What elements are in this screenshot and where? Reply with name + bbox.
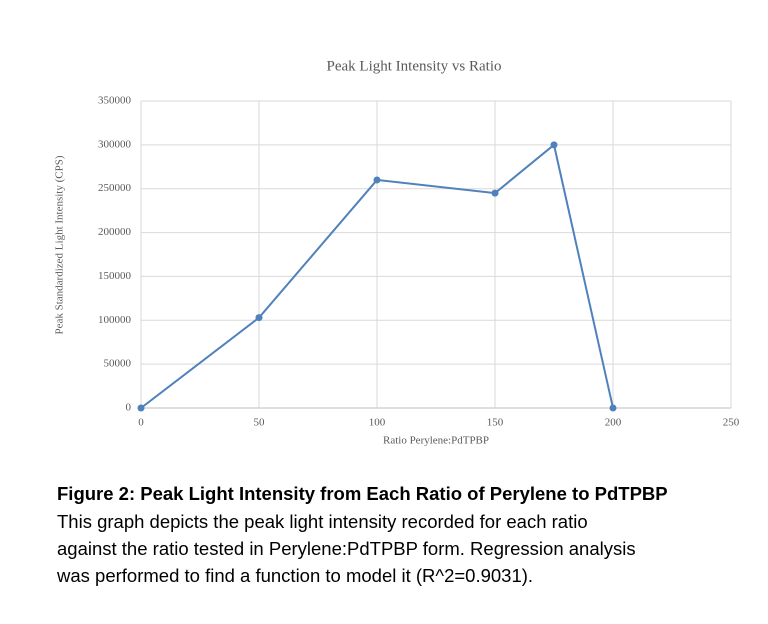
x-tick-label: 0: [138, 417, 144, 429]
x-tick-label: 250: [723, 417, 740, 429]
y-tick-label: 150000: [98, 270, 132, 282]
y-tick-label: 250000: [98, 182, 132, 194]
y-axis-label: Peak Standardized Light Intensity (CPS): [54, 155, 66, 334]
chart: Peak Light Intensity vs Ratio Ratio Pery…: [54, 58, 740, 447]
caption-line: was performed to find a function to mode…: [57, 565, 534, 586]
x-tick-label: 150: [487, 417, 504, 429]
x-axis-label: Ratio Perylene:PdTPBP: [383, 435, 489, 447]
x-tick-label: 100: [369, 417, 386, 429]
x-tick-label: 200: [605, 417, 622, 429]
data-point: [609, 404, 617, 412]
y-tick-label: 0: [126, 402, 132, 414]
data-point: [550, 141, 558, 149]
chart-title: Peak Light Intensity vs Ratio: [327, 58, 502, 74]
caption-line: This graph depicts the peak light intens…: [57, 511, 588, 532]
caption-line: against the ratio tested in Perylene:PdT…: [57, 538, 636, 559]
y-tick-label: 200000: [98, 226, 132, 238]
data-point: [373, 176, 381, 184]
data-line: [140, 143, 614, 409]
y-tick-label: 100000: [98, 314, 132, 326]
y-tick-label: 350000: [98, 95, 132, 107]
data-point: [491, 189, 499, 197]
y-tick-label: 50000: [104, 358, 132, 370]
data-point: [255, 314, 263, 322]
x-tick-label: 50: [254, 417, 266, 429]
caption-title: Figure 2: Peak Light Intensity from Each…: [57, 483, 668, 504]
y-tick-label: 300000: [98, 138, 132, 150]
data-point: [137, 404, 145, 412]
